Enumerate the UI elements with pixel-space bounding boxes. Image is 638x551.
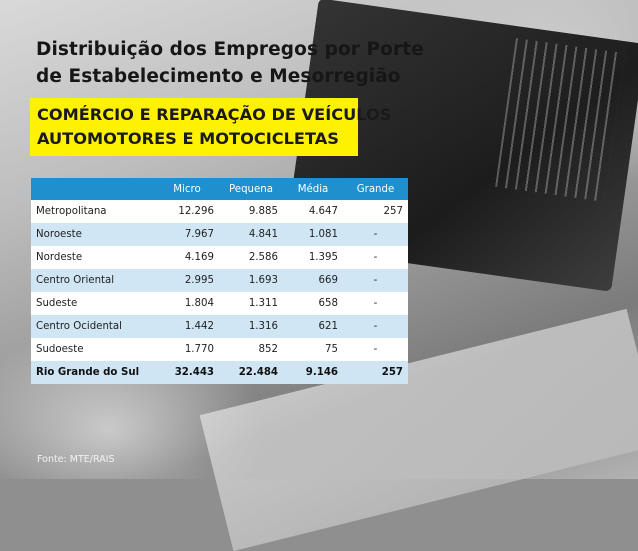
total-grande-cell: 257 xyxy=(343,361,408,384)
media-cell: 75 xyxy=(283,338,343,361)
total-pequena-cell: 22.484 xyxy=(219,361,283,384)
banner-line-1: COMÉRCIO E REPARAÇÃO DE VEÍCULOS xyxy=(37,105,392,124)
pequena-cell: 9.885 xyxy=(219,200,283,223)
grande-cell: - xyxy=(343,315,408,338)
media-cell: 1.081 xyxy=(283,223,343,246)
header-cell-pequena: Pequena xyxy=(219,178,283,200)
grande-cell: - xyxy=(343,338,408,361)
region-cell: Sudoeste xyxy=(31,338,155,361)
micro-cell: 12.296 xyxy=(155,200,219,223)
pequena-cell: 2.586 xyxy=(219,246,283,269)
sector-banner-text: COMÉRCIO E REPARAÇÃO DE VEÍCULOS AUTOMOT… xyxy=(37,103,391,151)
grande-cell: - xyxy=(343,292,408,315)
grande-cell: - xyxy=(343,246,408,269)
title-line-1: Distribuição dos Empregos por Porte xyxy=(36,39,424,60)
table-header-row: Micro Pequena Média Grande xyxy=(31,178,408,200)
sector-banner xyxy=(30,98,358,156)
region-cell: Noroeste xyxy=(31,223,155,246)
pequena-cell: 1.693 xyxy=(219,269,283,292)
table-row: Nordeste 4.169 2.586 1.395 - xyxy=(31,246,408,269)
table-row: Noroeste 7.967 4.841 1.081 - xyxy=(31,223,408,246)
region-cell: Centro Oriental xyxy=(31,269,155,292)
grande-cell: - xyxy=(343,269,408,292)
title-line-2: de Estabelecimento e Mesorregião xyxy=(36,66,401,87)
slide-title: Distribuição dos Empregos por Porte de E… xyxy=(36,36,424,90)
grande-cell: 257 xyxy=(343,200,408,223)
region-cell: Sudeste xyxy=(31,292,155,315)
micro-cell: 7.967 xyxy=(155,223,219,246)
media-cell: 1.395 xyxy=(283,246,343,269)
header-cell-region xyxy=(31,178,155,200)
region-cell: Centro Ocidental xyxy=(31,315,155,338)
header-cell-micro: Micro xyxy=(155,178,219,200)
table-total-row: Rio Grande do Sul 32.443 22.484 9.146 25… xyxy=(31,361,408,384)
table-row: Centro Oriental 2.995 1.693 669 - xyxy=(31,269,408,292)
media-cell: 669 xyxy=(283,269,343,292)
grande-cell: - xyxy=(343,223,408,246)
micro-cell: 2.995 xyxy=(155,269,219,292)
region-cell: Metropolitana xyxy=(31,200,155,223)
source-note: Fonte: MTE/RAIS xyxy=(37,454,115,465)
table-row: Sudeste 1.804 1.311 658 - xyxy=(31,292,408,315)
banner-line-2: AUTOMOTORES E MOTOCICLETAS xyxy=(37,129,339,148)
micro-cell: 1.770 xyxy=(155,338,219,361)
media-cell: 658 xyxy=(283,292,343,315)
table-row: Centro Ocidental 1.442 1.316 621 - xyxy=(31,315,408,338)
media-cell: 4.647 xyxy=(283,200,343,223)
total-region-cell: Rio Grande do Sul xyxy=(31,361,155,384)
micro-cell: 1.804 xyxy=(155,292,219,315)
pequena-cell: 852 xyxy=(219,338,283,361)
total-micro-cell: 32.443 xyxy=(155,361,219,384)
pequena-cell: 4.841 xyxy=(219,223,283,246)
micro-cell: 4.169 xyxy=(155,246,219,269)
header-cell-media: Média xyxy=(283,178,343,200)
table-row: Metropolitana 12.296 9.885 4.647 257 xyxy=(31,200,408,223)
media-cell: 621 xyxy=(283,315,343,338)
total-media-cell: 9.146 xyxy=(283,361,343,384)
pequena-cell: 1.316 xyxy=(219,315,283,338)
pequena-cell: 1.311 xyxy=(219,292,283,315)
work-card-cover-text xyxy=(495,38,625,202)
region-cell: Nordeste xyxy=(31,246,155,269)
employment-table: Micro Pequena Média Grande Metropolitana… xyxy=(31,178,408,384)
micro-cell: 1.442 xyxy=(155,315,219,338)
header-cell-grande: Grande xyxy=(343,178,408,200)
table-row: Sudoeste 1.770 852 75 - xyxy=(31,338,408,361)
